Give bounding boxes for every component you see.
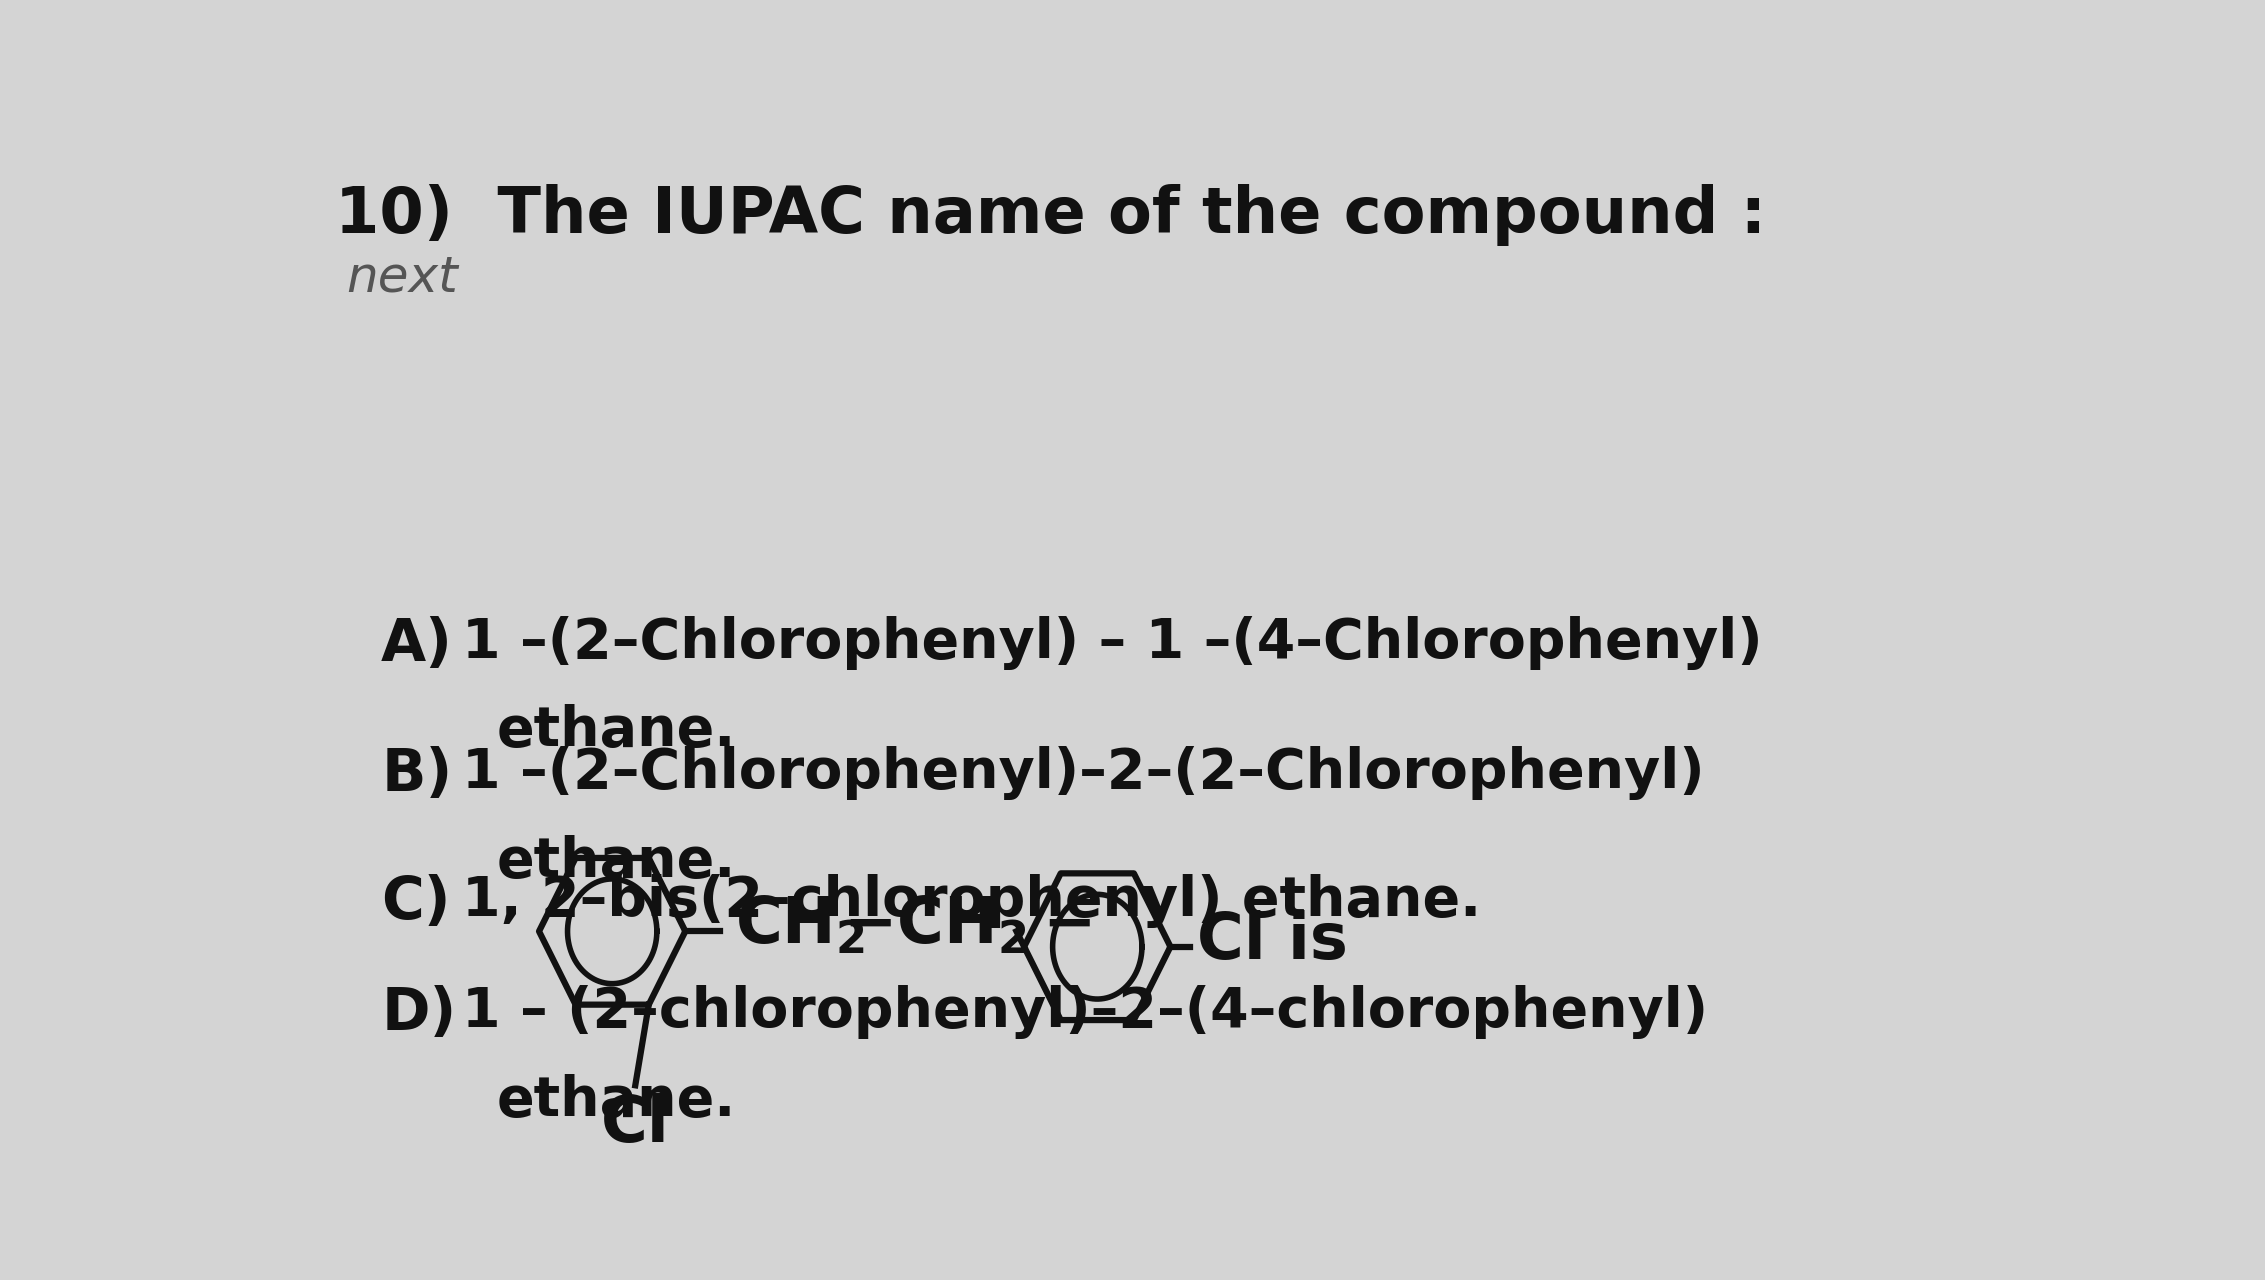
Text: 1, 2–bis(2–chlorophenyl) ethane.: 1, 2–bis(2–chlorophenyl) ethane. xyxy=(462,873,1481,928)
Text: 1 –(2–Chlorophenyl) – 1 –(4–Chlorophenyl): 1 –(2–Chlorophenyl) – 1 –(4–Chlorophenyl… xyxy=(462,616,1762,669)
Text: ethane.: ethane. xyxy=(496,704,736,758)
Text: 1 – (2–chlorophenyl)–2–(4–chlorophenyl): 1 – (2–chlorophenyl)–2–(4–chlorophenyl) xyxy=(462,986,1708,1039)
Text: C): C) xyxy=(381,873,451,931)
Text: A): A) xyxy=(381,616,453,672)
Text: 1 –(2–Chlorophenyl)–2–(2–Chlorophenyl): 1 –(2–Chlorophenyl)–2–(2–Chlorophenyl) xyxy=(462,746,1706,800)
Text: $\mathdefault{-CH_2-}$: $\mathdefault{-CH_2-}$ xyxy=(843,893,1092,956)
Text: Cl: Cl xyxy=(600,1093,670,1155)
Text: B): B) xyxy=(381,746,453,804)
Text: D): D) xyxy=(381,986,458,1042)
Text: $\mathdefault{CH_2}$: $\mathdefault{CH_2}$ xyxy=(736,893,865,956)
Text: Cl is: Cl is xyxy=(1198,910,1348,972)
Text: ethane.: ethane. xyxy=(496,835,736,890)
Text: ethane.: ethane. xyxy=(496,1074,736,1128)
Text: next: next xyxy=(347,253,458,302)
Text: 10)  The IUPAC name of the compound :: 10) The IUPAC name of the compound : xyxy=(335,184,1767,246)
